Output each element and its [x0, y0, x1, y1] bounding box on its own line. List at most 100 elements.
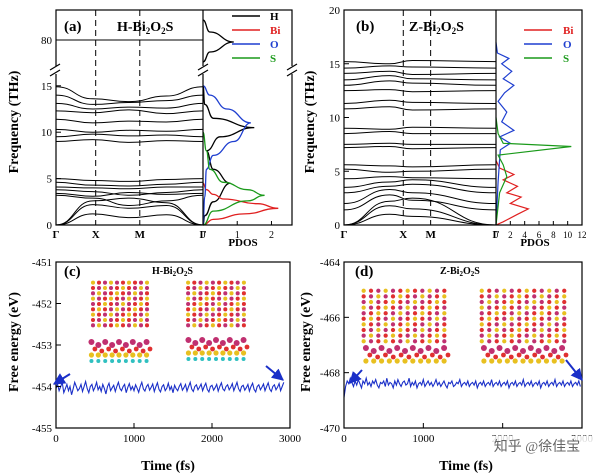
panel-d-struct-left-side-atom-bi	[402, 348, 408, 354]
panel-c-struct-left-atom	[114, 280, 120, 285]
panel-b-ytick-label: 5	[335, 166, 341, 178]
panel-d-struct-left-atom	[405, 288, 410, 293]
panel-c-struct-right-side-atom-s	[192, 350, 198, 356]
panel-c-struct-left-atom	[120, 291, 126, 296]
panel-d-struct-right-side-atom-s	[536, 358, 542, 364]
panel-d-struct-left-side-atom-o	[367, 352, 373, 358]
panel-d-struct-right-atom	[487, 311, 492, 316]
panel-d-struct-right-atom	[517, 327, 522, 333]
panel-c-struct-left-atom	[108, 312, 114, 317]
panel-c-struct-left-atom	[102, 285, 108, 291]
panel-d-struct-right-atom	[509, 294, 514, 299]
panel-d-left-arrow	[349, 369, 363, 384]
panel-b-band	[343, 80, 497, 86]
panel-c-struct-left-atom	[102, 296, 108, 301]
panel-d-struct-right-atom	[554, 339, 559, 344]
panel-c-struct-right-atom	[235, 312, 240, 317]
panel-d-struct-right-atom	[547, 339, 552, 344]
panel-c-struct-right-atom	[198, 285, 203, 291]
panel-d-struct-left-atom	[376, 339, 381, 344]
panel-d-struct-right-atom	[502, 294, 507, 299]
panel-d-struct-right-atom	[517, 311, 522, 316]
panel-c-struct-left-atom	[132, 312, 138, 317]
panel-c-struct-right-side-atom-o	[223, 346, 229, 352]
panel-c-struct-right-atom	[210, 291, 215, 296]
panel-d-struct-left-side-atom-bi	[362, 345, 369, 351]
panel-d-struct-left-atom	[442, 299, 447, 305]
watermark-backdrop	[478, 436, 596, 456]
panel-c-struct-left-side-atom-o	[106, 346, 112, 352]
panel-d-frame	[343, 261, 583, 429]
panel-c-struct-right-atom	[186, 312, 191, 317]
panel-c-struct-right-atom	[198, 307, 203, 312]
panel-b-pdos-tick-label: 12	[578, 230, 587, 240]
panel-b-band-lines	[343, 59, 497, 226]
panel-d-struct-right-atom	[524, 333, 529, 338]
panel-d-struct-left-side-atom-o	[437, 354, 443, 360]
panel-d-struct-left-atom	[412, 316, 418, 321]
panel-b-band	[343, 130, 496, 135]
panel-c-struct-right-atom	[186, 301, 191, 307]
panel-d-struct-right-atom	[532, 333, 537, 338]
panel-b-pdos-tick-label: 10	[563, 230, 573, 240]
panel-d-struct-right-atom	[502, 322, 507, 327]
panel-b-pdos-tick-label: 6	[537, 230, 542, 240]
panel-d-struct-right-atom	[487, 288, 492, 293]
panel-b-band	[343, 142, 496, 145]
panel-c-struct-left-atom	[132, 323, 138, 328]
panel-b-ytick-label: 20	[329, 5, 341, 17]
panel-c-struct-left-atom	[96, 307, 102, 312]
panel-d-struct-right-atom	[479, 311, 484, 316]
panel-c-struct-left-atom	[96, 323, 102, 328]
panel-d-struct-right-atom	[494, 299, 499, 305]
panel-a-pdos-tick-label: 1	[235, 230, 240, 241]
panel-d-struct-left-atom	[427, 327, 432, 333]
panel-d-struct-left-atom	[427, 339, 432, 344]
panel-c-struct-right-atom	[223, 285, 228, 291]
panel-c-struct-left-atom	[138, 323, 144, 328]
panel-d-struct-left-atom	[405, 294, 410, 299]
panel-b-ytick-label: 0	[335, 220, 341, 232]
panel-d-struct-right-side-atom-o	[555, 354, 561, 360]
panel-d-struct-left-atom	[405, 316, 410, 321]
panel-d-struct-left-atom	[412, 333, 418, 338]
panel-b-band	[343, 168, 497, 173]
panel-d-struct-right-side-atom-s	[559, 358, 565, 364]
panel-c-struct-left-atom	[96, 285, 102, 291]
panel-c-struct-left-atom	[108, 317, 114, 323]
panel-b-band	[343, 164, 497, 168]
panel-d-struct-left-atom	[405, 333, 410, 338]
panel-d-struct-left-atom	[412, 327, 418, 333]
panel-d-struct-left-atom	[383, 339, 388, 344]
panel-d-struct-right-atom	[502, 311, 507, 316]
panel-c-struct-left-atom	[132, 307, 138, 312]
panel-d-struct-left-side-atom-bi	[378, 345, 385, 351]
panel-d-struct-left-atom	[390, 339, 396, 344]
panel-b-pdos-tick-label: 8	[551, 230, 556, 240]
panel-c-struct-left-atom	[114, 285, 120, 291]
panel-d-struct-right-atom	[524, 327, 529, 333]
panel-d-struct-left-atom	[368, 294, 374, 299]
panel-c-energy-line	[55, 379, 285, 395]
panel-d-struct-right-atom	[494, 316, 499, 321]
panel-c-struct-left-side-atom-h	[130, 359, 135, 363]
panel-c-struct-right-atom	[217, 312, 222, 317]
panel-c-struct-left-atom	[120, 312, 126, 317]
panel-d-struct-right-atom	[539, 339, 544, 344]
panel-d-struct-right-side-atom-s	[543, 358, 550, 364]
panel-c-struct-left-atom	[96, 296, 102, 301]
panel-b-band	[343, 194, 497, 211]
panel-d-struct-right-atom	[562, 294, 567, 299]
panel-c-struct-right-side-atom-bi	[192, 340, 199, 346]
panel-d-struct-right-atom	[524, 322, 529, 327]
panel-c-struct-right-atom	[229, 285, 234, 291]
panel-c-struct-left-atom	[138, 301, 144, 307]
panel-d-struct-right-atom	[547, 299, 552, 305]
panel-d-struct-left-atom	[398, 305, 403, 310]
panel-d-struct-right-side-atom-bi	[527, 345, 534, 351]
panel-c-struct-left-atom	[132, 285, 138, 291]
panel-a-break-mark-mid-bottom	[197, 69, 209, 77]
panel-c-struct-right-side-atom-s	[206, 350, 212, 356]
panel-b-band	[343, 197, 497, 226]
panel-d-struct-left-atom	[412, 294, 418, 299]
